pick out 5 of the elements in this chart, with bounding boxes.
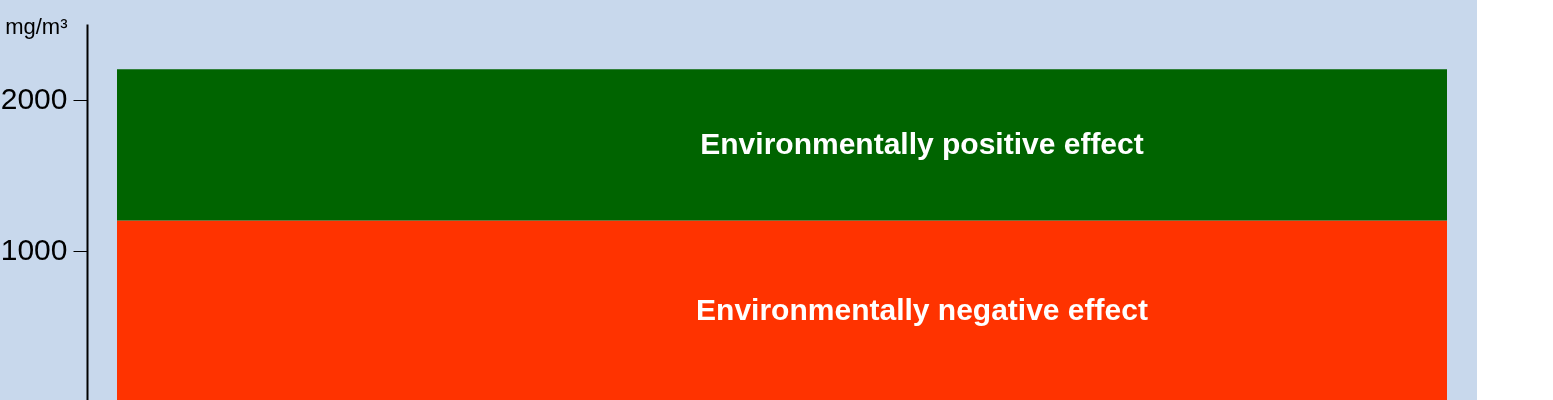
y-axis-title: mg/m³ bbox=[5, 13, 68, 39]
y-tick-label: 1000 bbox=[0, 233, 68, 267]
series-label: Environmentally positive effect bbox=[700, 126, 1144, 160]
series-label: Environmentally negative effect bbox=[696, 293, 1148, 327]
y-tick-label: 2000 bbox=[0, 82, 68, 116]
